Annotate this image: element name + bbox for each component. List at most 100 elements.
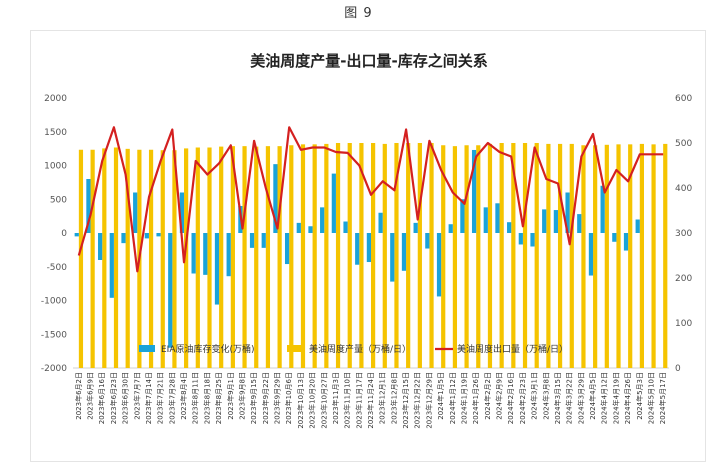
- y-left-tick-label: 500: [50, 195, 67, 205]
- legend-label: 美油周度产量（万桶/日）: [309, 343, 411, 355]
- x-tick-label: 2023年10月20日: [308, 372, 317, 429]
- x-tick-label: 2024年4月5日: [588, 372, 597, 420]
- inventory-bar: [471, 149, 477, 233]
- production-bar: [277, 146, 282, 368]
- production-bar: [230, 146, 235, 368]
- inventory-bar: [109, 233, 114, 298]
- x-tick-label: 2024年5月3日: [635, 372, 644, 420]
- production-bar: [113, 147, 119, 368]
- production-bar: [347, 143, 352, 368]
- x-tick-label: 2023年9月8日: [237, 372, 246, 420]
- x-tick-label: 2023年6月30日: [121, 372, 130, 424]
- y-right-axis: 600 500 400 300 200 100 0: [675, 94, 692, 374]
- production-bar: [476, 145, 481, 368]
- production-bar: [616, 144, 621, 368]
- production-bar: [452, 146, 458, 368]
- x-tick-label: 2024年2月2日: [483, 372, 492, 420]
- production-bar: [102, 148, 107, 368]
- inventory-bar: [507, 222, 512, 233]
- x-tick-label: 2023年9月15日: [249, 372, 258, 424]
- production-bar: [651, 144, 656, 368]
- x-tick-label: 2023年10月6日: [284, 372, 293, 424]
- x-tick-label: 2023年12月1日: [378, 372, 387, 424]
- production-bar: [324, 143, 329, 368]
- inventory-bar: [518, 233, 523, 245]
- legend-label: EIA原油库存变化(万桶): [161, 343, 255, 355]
- production-bar: [429, 143, 434, 368]
- inventory-bar: [331, 173, 336, 233]
- x-tick-label: 2023年8月11日: [191, 372, 200, 424]
- y-left-tick-label: -2000: [41, 364, 67, 374]
- production-bar: [289, 145, 294, 368]
- inventory-bar: [343, 221, 348, 233]
- x-tick-label: 2023年6月2日: [74, 372, 83, 420]
- figure-caption: 图 9: [344, 6, 373, 21]
- inventory-bar: [320, 207, 325, 233]
- inventory-bar: [226, 233, 231, 277]
- x-tick-label: 2023年11月3日: [331, 372, 340, 424]
- x-tick-label: 2023年12月29日: [424, 372, 433, 429]
- inventory-bar: [203, 233, 208, 275]
- inventory-bar: [495, 203, 500, 233]
- inventory-bar: [483, 207, 488, 233]
- production-bar: [148, 149, 154, 368]
- x-tick-label: 2024年1月5日: [436, 372, 445, 420]
- production-bar: [78, 149, 84, 368]
- inventory-bar: [284, 233, 290, 265]
- x-tick-label: 2024年4月12日: [600, 372, 609, 424]
- x-tick-label: 2023年11月24日: [366, 372, 375, 429]
- x-tick-label: 2023年12月8日: [389, 372, 398, 424]
- x-tick-label: 2023年10月27日: [319, 372, 328, 429]
- y-right-tick-label: 100: [675, 319, 692, 329]
- y-right-tick-label: 200: [675, 274, 692, 284]
- x-tick-label: 2023年8月25日: [214, 372, 223, 424]
- inventory-bar: [401, 233, 407, 271]
- y-left-tick-label: -500: [47, 263, 68, 273]
- inventory-bar: [577, 214, 582, 233]
- inventory-bar: [413, 222, 418, 233]
- inventory-bar: [86, 179, 91, 233]
- production-bar: [184, 148, 189, 368]
- x-tick-label: 2023年7月14日: [144, 372, 153, 424]
- production-bar: [382, 143, 387, 368]
- y-left-tick-label: -1000: [41, 297, 67, 307]
- inventory-bar: [542, 209, 547, 233]
- production-bar: [242, 146, 247, 368]
- x-axis: 2023年6月2日 2023年6月9日 2023年6月16日 2023年6月23日 20…: [74, 372, 667, 429]
- inventory-bar: [74, 233, 79, 237]
- production-bar: [125, 148, 130, 368]
- production-bar: [160, 150, 165, 368]
- production-bar: [534, 143, 539, 368]
- production-bar: [359, 143, 364, 368]
- inventory-bar: [378, 212, 383, 233]
- production-bar: [511, 143, 516, 368]
- x-tick-label: 2024年3月8日: [541, 372, 550, 420]
- production-bar: [172, 150, 177, 368]
- production-bar: [499, 143, 504, 368]
- inventory-bar: [425, 233, 430, 249]
- inventory-bar: [168, 233, 173, 348]
- inventory-bar: [133, 192, 138, 233]
- x-tick-label: 2024年5月17日: [658, 372, 667, 424]
- inventory-bar: [448, 224, 453, 233]
- x-tick-label: 2023年7月21日: [156, 372, 165, 424]
- x-tick-label: 2024年1月19日: [459, 372, 468, 424]
- export-line: [77, 126, 664, 273]
- x-tick-label: 2024年5月10日: [646, 372, 655, 424]
- x-tick-label: 2023年6月9日: [86, 372, 95, 420]
- inventory-bar: [191, 233, 196, 274]
- inventory-bar: [635, 219, 640, 233]
- x-tick-label: 2024年2月16日: [506, 372, 515, 424]
- legend-swatch: [287, 345, 303, 352]
- production-bar: [90, 149, 95, 368]
- production-bar: [406, 143, 411, 368]
- inventory-bars: [74, 149, 640, 348]
- inventory-bar: [565, 192, 570, 233]
- production-bar: [593, 145, 598, 368]
- x-tick-label: 2023年11月17日: [354, 372, 363, 429]
- production-bar: [464, 145, 469, 368]
- inventory-bar: [121, 233, 126, 244]
- x-tick-label: 2023年11月10日: [343, 372, 352, 429]
- y-left-tick-label: -1500: [41, 330, 67, 340]
- x-tick-label: 2023年7月28日: [167, 372, 176, 424]
